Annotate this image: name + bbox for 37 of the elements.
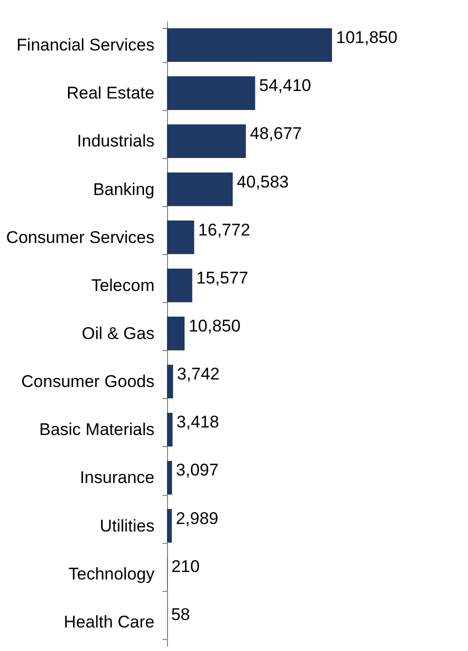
y-tick-label: Basic Materials bbox=[39, 420, 154, 440]
data-label: 58 bbox=[171, 604, 190, 624]
y-tick-label: Consumer Services bbox=[6, 228, 154, 247]
data-label: 3,418 bbox=[176, 412, 220, 432]
bar bbox=[167, 316, 185, 350]
data-label: 48,677 bbox=[250, 124, 302, 144]
bar bbox=[167, 172, 233, 206]
data-label: 3,742 bbox=[177, 364, 220, 384]
y-tick-label: Insurance bbox=[80, 468, 154, 488]
bar bbox=[167, 412, 173, 446]
data-label: 15,577 bbox=[196, 268, 248, 288]
y-tick-label: Technology bbox=[68, 564, 155, 584]
y-tick-label: Industrials bbox=[77, 132, 154, 151]
bar bbox=[167, 508, 172, 543]
bar bbox=[167, 268, 192, 302]
y-tick-label: Utilities bbox=[100, 516, 154, 536]
bar bbox=[167, 460, 172, 495]
y-tick-label: Health Care bbox=[64, 612, 154, 632]
data-label: 3,097 bbox=[176, 460, 219, 480]
bar bbox=[167, 364, 174, 398]
data-label: 40,583 bbox=[236, 172, 289, 192]
data-label: 54,410 bbox=[259, 76, 312, 96]
data-label: 2,989 bbox=[176, 508, 218, 528]
y-tick-label: Banking bbox=[93, 180, 154, 199]
data-label: 101,850 bbox=[336, 28, 398, 48]
data-label: 10,850 bbox=[188, 316, 241, 336]
bar bbox=[167, 124, 246, 158]
data-label: 16,772 bbox=[198, 220, 250, 240]
y-tick-label: Financial Services bbox=[16, 36, 154, 55]
y-tick-label: Consumer Goods bbox=[21, 372, 154, 392]
bar bbox=[167, 76, 256, 110]
data-label: 210 bbox=[171, 556, 200, 576]
y-tick-label: Telecom bbox=[91, 276, 154, 295]
bar bbox=[167, 220, 194, 254]
bar bbox=[167, 28, 332, 62]
y-tick-label: Oil & Gas bbox=[82, 324, 154, 343]
y-tick-label: Real Estate bbox=[66, 84, 154, 103]
